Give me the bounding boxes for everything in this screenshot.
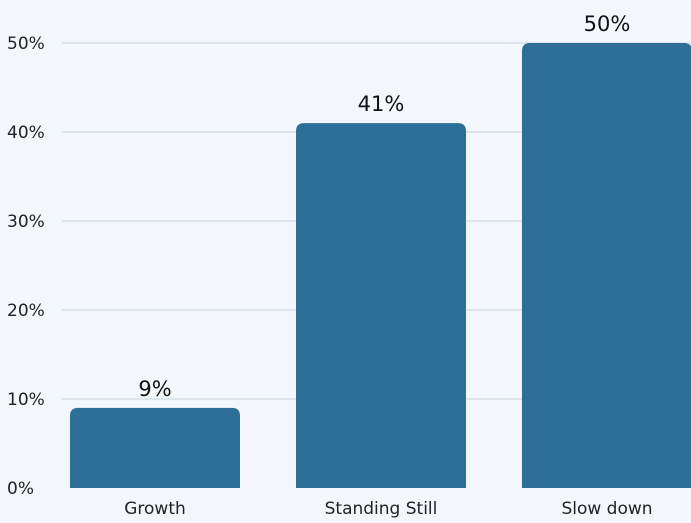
bars [70,43,691,488]
category-label: Growth [124,499,186,519]
y-tick-label: 0% [7,479,34,499]
data-label: 50% [584,12,631,36]
y-tick-label: 30% [7,212,45,232]
data-labels: 9% 41% 50% [138,12,630,401]
bar-growth [70,407,240,488]
bar-standing-still [296,123,466,488]
data-label: 9% [138,377,171,401]
category-label: Standing Still [325,499,438,519]
y-tick-label: 10% [7,390,45,410]
y-tick-label: 20% [7,301,45,321]
y-tick-label: 40% [7,123,45,143]
category-label: Slow down [561,499,652,519]
bar-slow-down [522,43,691,488]
y-tick-label: 50% [7,34,45,54]
y-axis-ticks: 0% 10% 20% 30% 40% 50% [7,34,45,499]
x-axis-categories: Growth Standing Still Slow down [124,499,652,519]
data-label: 41% [358,92,405,116]
